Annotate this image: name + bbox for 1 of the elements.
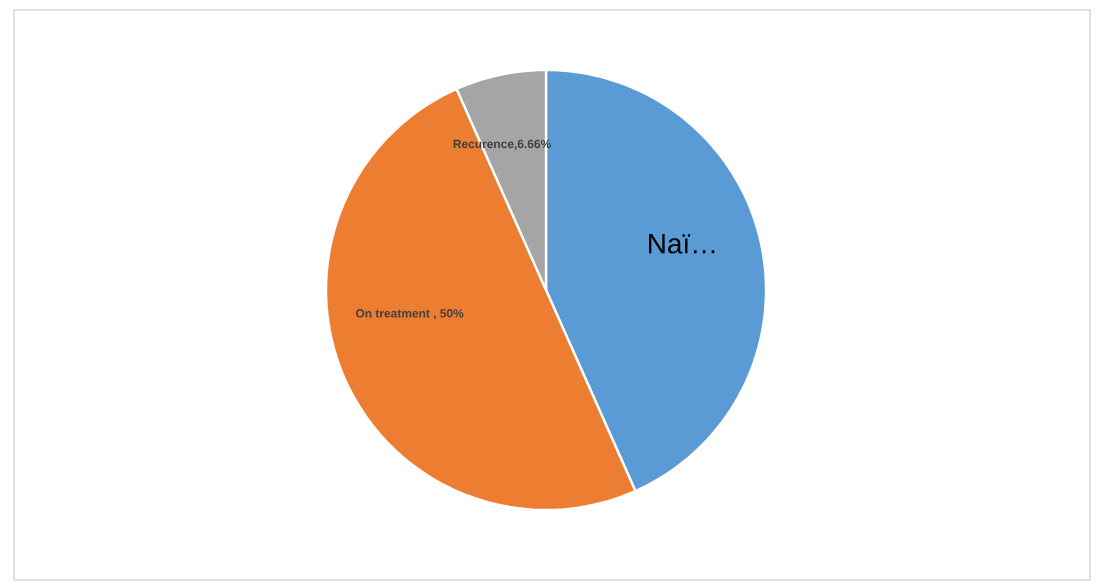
data-label: Naï… xyxy=(649,234,715,254)
